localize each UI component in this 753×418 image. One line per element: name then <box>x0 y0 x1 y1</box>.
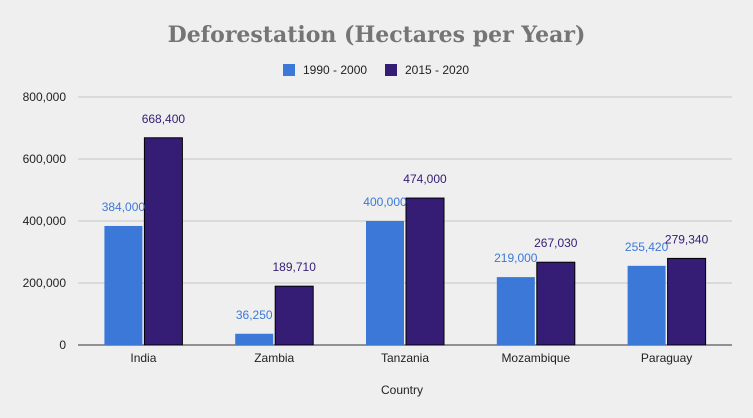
data-label: 400,000 <box>363 195 407 209</box>
data-label: 219,000 <box>494 251 538 265</box>
data-label: 668,400 <box>142 112 186 126</box>
data-label: 36,250 <box>236 308 273 322</box>
data-label: 474,000 <box>403 172 447 186</box>
y-tick-label: 600,000 <box>23 152 67 166</box>
y-tick-label: 400,000 <box>23 214 67 228</box>
data-label: 267,030 <box>534 236 578 250</box>
legend-label: 2015 - 2020 <box>405 63 469 77</box>
bar-paraguay-series-1 <box>627 265 666 345</box>
bar-mozambique-series-2 <box>536 261 576 346</box>
y-tick-label: 800,000 <box>23 90 67 104</box>
bar-india-series-1 <box>104 225 143 345</box>
y-tick-label: 0 <box>59 338 66 352</box>
legend: 1990 - 2000 2015 - 2020 <box>283 63 469 77</box>
bar-india-series-2 <box>143 137 183 346</box>
legend-label: 1990 - 2000 <box>303 63 367 77</box>
data-label: 255,420 <box>625 240 669 254</box>
bar-tanzania-series-2 <box>405 197 445 346</box>
data-labels: 384,000 668,400 36,250 189,710 400,000 474,00… <box>102 112 709 322</box>
x-tick-label: Tanzania <box>381 351 429 365</box>
x-tick-label: India <box>130 351 156 365</box>
x-tick-label: Mozambique <box>501 351 570 365</box>
x-axis-ticks: India Zambia Tanzania Mozambique Paraguay <box>130 351 692 365</box>
y-tick-label: 200,000 <box>23 276 67 290</box>
legend-swatch <box>283 64 295 76</box>
gridlines <box>78 96 732 346</box>
x-tick-label: Paraguay <box>641 351 692 365</box>
bars <box>104 137 707 346</box>
bar-paraguay-series-2 <box>667 257 707 346</box>
bar-zambia-series-1 <box>235 333 274 345</box>
chart-title: Deforestation (Hectares per Year) <box>168 22 586 48</box>
x-axis-title: Country <box>381 383 423 397</box>
y-axis-ticks: 0 200,000 400,000 600,000 800,000 <box>23 90 67 352</box>
bar-mozambique-series-1 <box>496 277 535 345</box>
data-label: 189,710 <box>273 260 317 274</box>
bar-tanzania-series-1 <box>366 221 404 345</box>
x-tick-label: Zambia <box>254 351 294 365</box>
data-label: 384,000 <box>102 200 146 214</box>
bar-zambia-series-2 <box>274 285 314 346</box>
data-label: 279,340 <box>665 232 709 246</box>
legend-swatch <box>385 64 397 76</box>
